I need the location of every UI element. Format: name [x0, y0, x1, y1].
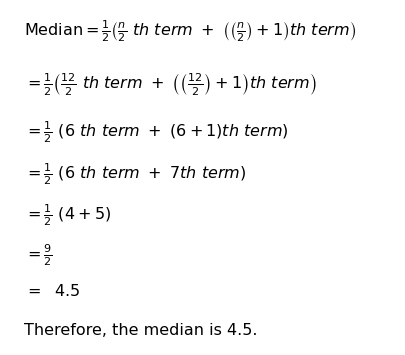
Text: Therefore, the median is 4.5.: Therefore, the median is 4.5. — [24, 323, 257, 338]
Text: $= \frac{1}{2}\ (6\ \mathit{th\ term}\ +\ 7\mathit{th\ term})$: $= \frac{1}{2}\ (6\ \mathit{th\ term}\ +… — [24, 161, 246, 187]
Text: $= \frac{1}{2}\ (6\ \mathit{th\ term}\ +\ (6+1)\mathit{th\ term})$: $= \frac{1}{2}\ (6\ \mathit{th\ term}\ +… — [24, 119, 289, 145]
Text: $= \frac{1}{2}\ (4+5)$: $= \frac{1}{2}\ (4+5)$ — [24, 202, 111, 228]
Text: $= \frac{9}{2}$: $= \frac{9}{2}$ — [24, 242, 53, 268]
Text: $\mathrm{Median} = \frac{1}{2}\left(\frac{n}{2}\ \mathit{th\ term}\ +\ \left(\le: $\mathrm{Median} = \frac{1}{2}\left(\fra… — [24, 18, 356, 44]
Text: $=\ \ 4.5$: $=\ \ 4.5$ — [24, 283, 80, 299]
Text: $= \frac{1}{2}\left(\frac{12}{2}\ \mathit{th\ term}\ +\ \left(\left(\frac{12}{2}: $= \frac{1}{2}\left(\frac{12}{2}\ \mathi… — [24, 71, 316, 97]
